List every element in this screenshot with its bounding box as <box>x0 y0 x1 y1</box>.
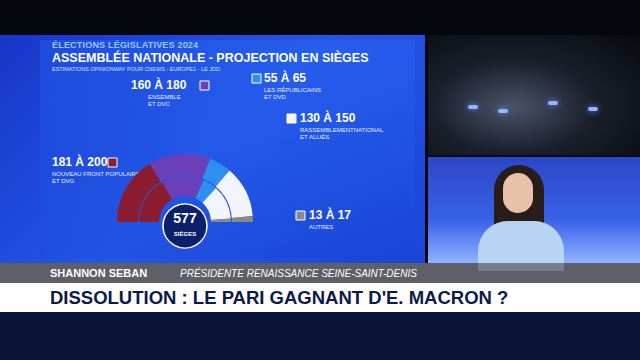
html-text:SHANNON SEBAN: SHANNON SEBAN <box>50 267 148 279</box>
svg-text:ENSEMBLE: ENSEMBLE <box>148 94 181 100</box>
html-text:ESTIMATIONS OPINIONWAY POUR CN: ESTIMATIONS OPINIONWAY POUR CNEWS - EURO… <box>52 66 220 72</box>
svg-text:181 À 200: 181 À 200 <box>52 154 108 169</box>
html-text:ÉLECTIONS LÉGISLATIVES 2024: ÉLECTIONS LÉGISLATIVES 2024 <box>52 40 199 50</box>
html-text:PRÉSIDENTE RENAISSANCE SEINE-S: PRÉSIDENTE RENAISSANCE SEINE-SAINT-DENIS <box>180 268 417 279</box>
svg-text:577: 577 <box>173 210 197 226</box>
svg-text:LES RÉPUBLICAINS: LES RÉPUBLICAINS <box>264 87 321 93</box>
svg-text:160 À 180: 160 À 180 <box>131 77 187 92</box>
svg-text:NOUVEAU FRONT POPULAIRE: NOUVEAU FRONT POPULAIRE <box>52 171 140 177</box>
svg-text:13 À 17: 13 À 17 <box>309 207 351 222</box>
svg-text:SIÈGES: SIÈGES <box>174 230 196 237</box>
html-text:ASSEMBLÉE NATIONALE - PROJECTI: ASSEMBLÉE NATIONALE - PROJECTION EN SIÈG… <box>52 51 369 65</box>
svg-text:AUTRES: AUTRES <box>309 224 333 230</box>
html-text:DISSOLUTION : LE PARI GAGNANT: DISSOLUTION : LE PARI GAGNANT D'E. MACRO… <box>50 287 509 308</box>
svg-text:ET DVD: ET DVD <box>264 94 287 100</box>
svg-text:ET DVC: ET DVC <box>148 101 171 107</box>
svg-text:RASSEMBLEMENTNATIONAL: RASSEMBLEMENTNATIONAL <box>300 127 384 133</box>
svg-text:55 À 65: 55 À 65 <box>264 70 306 85</box>
svg-text:130 À 150: 130 À 150 <box>300 110 356 125</box>
svg-text:ET DVG: ET DVG <box>52 178 75 184</box>
svg-text:ET ALLIÉS: ET ALLIÉS <box>300 134 329 140</box>
